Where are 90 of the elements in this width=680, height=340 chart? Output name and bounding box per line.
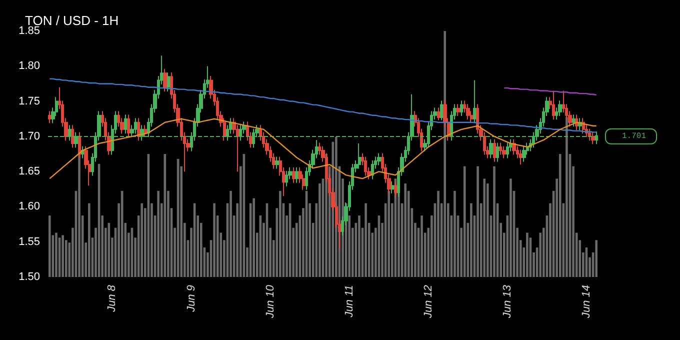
y-tick-label: 1.70 <box>18 130 40 142</box>
candlestick <box>377 152 381 166</box>
bar <box>48 216 51 277</box>
line-series <box>49 78 597 133</box>
bar <box>444 31 446 277</box>
candlestick <box>163 68 167 92</box>
candlestick <box>437 107 440 121</box>
bar <box>493 166 496 277</box>
x-tick-label: Jun 12 <box>422 285 434 320</box>
x-tick-label: Jun 10 <box>264 284 276 320</box>
candlestick <box>496 142 499 162</box>
candlestick <box>71 124 74 148</box>
bar <box>595 240 598 277</box>
x-tick-label: Jun 9 <box>185 285 198 313</box>
line-series <box>49 118 597 180</box>
bar <box>78 154 80 277</box>
y-tick-label: 1.85 <box>18 25 40 37</box>
bar <box>463 166 466 277</box>
candlestick <box>358 142 361 170</box>
bar <box>252 198 255 277</box>
bar <box>420 216 423 277</box>
candlestick <box>558 100 562 117</box>
bar <box>510 178 512 277</box>
bar <box>454 190 456 277</box>
candlestick <box>506 142 509 159</box>
y-tick-label: 1.55 <box>18 236 40 248</box>
candlestick <box>493 138 496 162</box>
candlestick <box>295 166 298 184</box>
candlestick <box>167 72 170 92</box>
bar <box>62 235 64 277</box>
candlestick <box>572 114 575 128</box>
candlestick <box>552 90 555 120</box>
candlestick <box>292 166 295 184</box>
bar <box>566 117 568 277</box>
bar <box>483 178 486 277</box>
bar <box>558 154 562 277</box>
x-tick-label: Jun 14 <box>580 285 592 320</box>
y-tick-label: 1.65 <box>18 166 40 178</box>
candlestick <box>440 100 443 121</box>
candlestick <box>48 110 51 124</box>
candlestick <box>124 114 127 134</box>
candlestick <box>81 146 84 159</box>
candlestick <box>519 149 522 166</box>
x-tick-label: Jun 8 <box>106 284 118 313</box>
candlestick <box>134 118 137 134</box>
candlestick <box>394 180 397 198</box>
candlestick <box>588 128 591 142</box>
candlestick <box>466 104 470 120</box>
bar <box>213 203 216 277</box>
line-series <box>504 87 597 96</box>
candlestick <box>127 114 130 138</box>
bar <box>404 184 406 277</box>
bar <box>437 190 440 277</box>
candlestick <box>502 146 506 159</box>
candlestick <box>144 124 147 138</box>
bar <box>358 216 360 277</box>
candlestick <box>575 114 578 131</box>
candlestick <box>137 118 140 142</box>
candlestick <box>364 156 367 176</box>
y-tick-label: 1.50 <box>18 271 40 283</box>
bar <box>140 203 144 277</box>
y-tick-label: 1.80 <box>18 60 40 72</box>
candlestick <box>285 170 288 187</box>
bar <box>230 190 232 277</box>
y-tick-label: 1.75 <box>18 95 40 108</box>
bar <box>470 203 472 277</box>
bar <box>88 203 90 277</box>
bar <box>364 203 367 277</box>
bar <box>526 232 528 277</box>
candlestick <box>499 142 502 156</box>
candlestick <box>275 156 279 170</box>
bar <box>157 190 160 277</box>
candlestick <box>591 132 595 145</box>
candlestick <box>391 180 394 194</box>
candlestick <box>371 160 374 180</box>
bar <box>476 166 479 277</box>
candlestick <box>522 146 526 162</box>
candlestick <box>460 100 463 117</box>
bar <box>55 232 58 277</box>
candlestick <box>489 138 493 159</box>
candlestick <box>473 80 476 124</box>
bar <box>279 190 282 277</box>
bar <box>388 190 390 277</box>
y-tick-label: 1.60 <box>18 200 40 213</box>
candlestick <box>78 132 81 159</box>
candlestick <box>456 104 460 117</box>
bar <box>120 190 124 277</box>
x-tick-label: Jun 13 <box>501 284 514 320</box>
x-tick-label: Jun 11 <box>343 285 356 318</box>
ref-line-label: 1.701 <box>622 132 646 141</box>
